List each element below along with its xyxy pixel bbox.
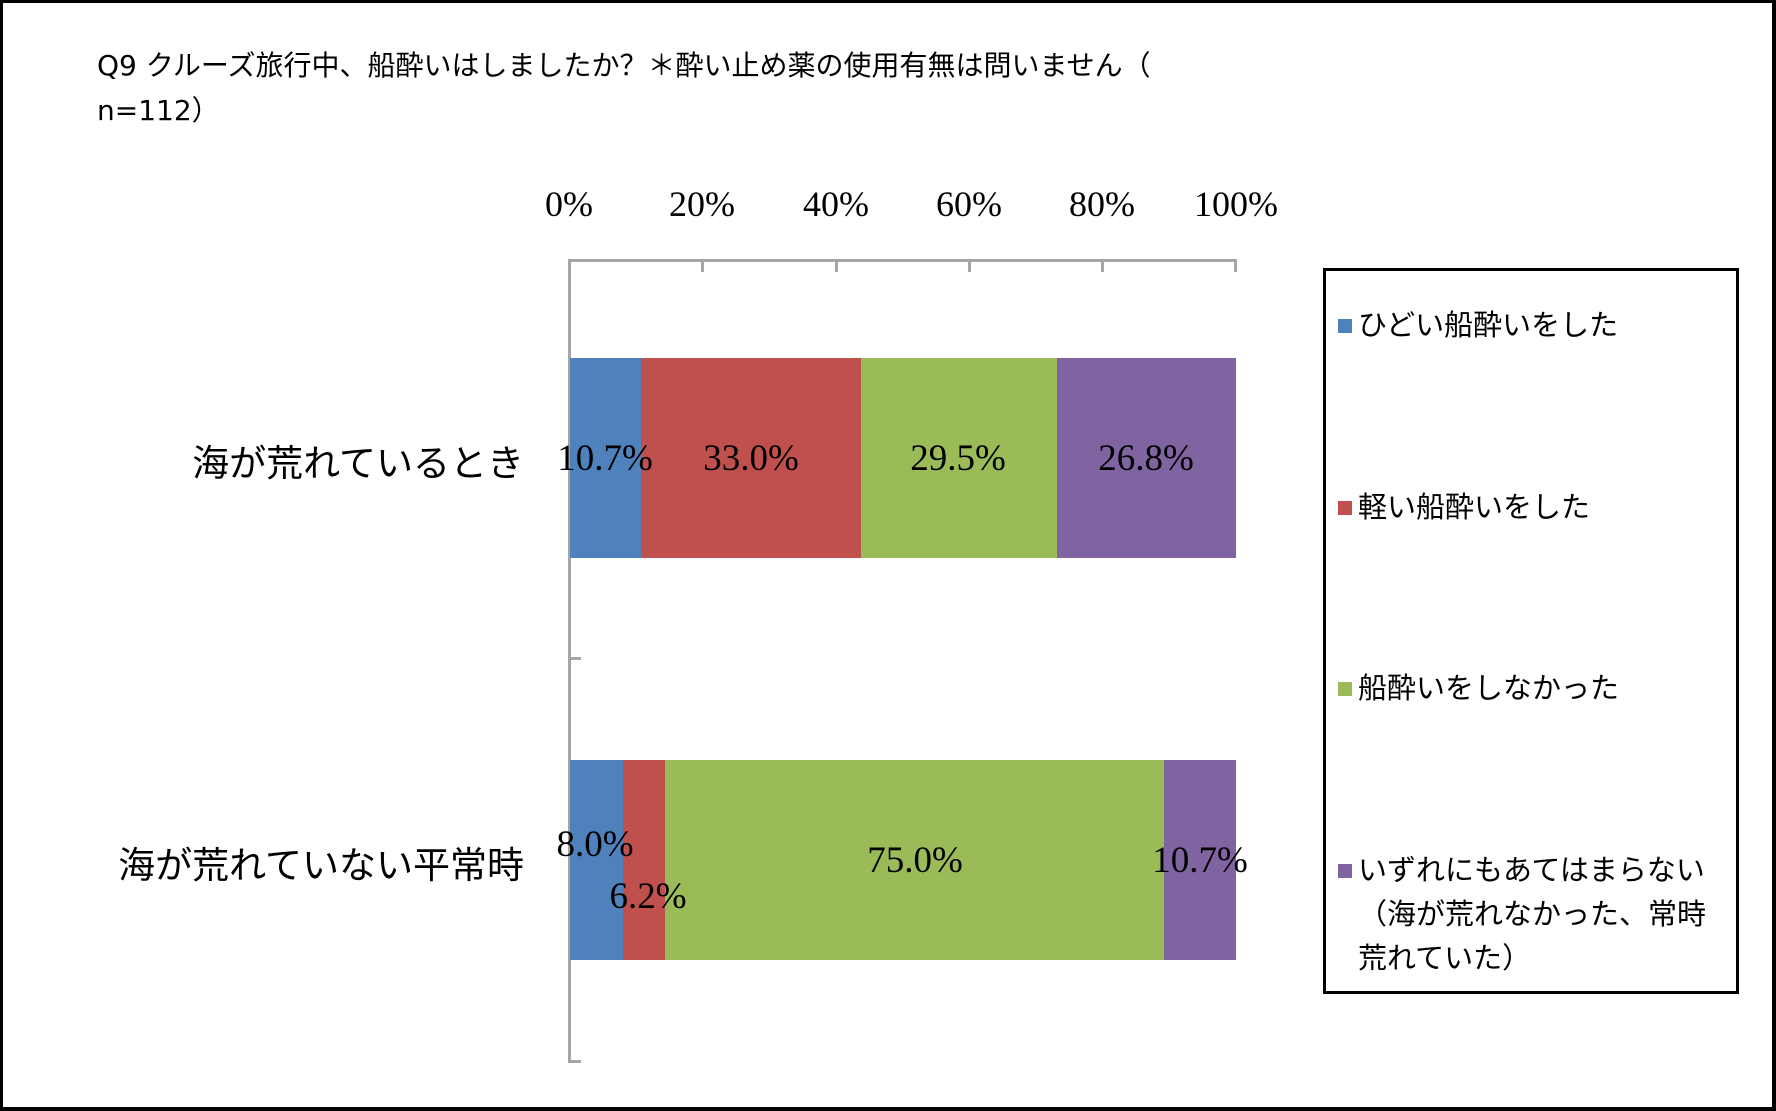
bar-calm-sea [570, 760, 1236, 960]
y-tick-mark [568, 1060, 581, 1063]
segment-mild-seasick [623, 760, 665, 960]
legend-label: 船酔いをしなかった [1358, 671, 1620, 705]
chart-title: Q9 クルーズ旅行中、船酔いはしましたか？＊酔い止め薬の使用有無は問いません（ n… [97, 43, 1497, 133]
data-label: 26.8% [1098, 438, 1194, 479]
segment-not-applicable [1164, 760, 1236, 960]
legend-item-no-seasick: 船酔いをしなかった [1338, 666, 1734, 710]
x-tick-label-80: 80% [1069, 184, 1135, 224]
segment-no-seasick [861, 358, 1058, 558]
legend-swatch-purple [1338, 864, 1352, 878]
segment-severe-seasick [570, 358, 642, 558]
chart-title-line1: Q9 クルーズ旅行中、船酔いはしましたか？＊酔い止め薬の使用有無は問いません（ [97, 49, 1151, 82]
x-axis-line [568, 259, 1236, 262]
legend: ひどい船酔いをした 軽い船酔いをした 船酔いをしなかった いずれにもあてはまらな… [1323, 268, 1739, 994]
legend-label: 軽い船酔いをした [1358, 490, 1591, 524]
segment-not-applicable [1057, 358, 1236, 558]
bar-rough-sea [570, 358, 1236, 558]
data-label: 10.7% [1152, 840, 1248, 881]
legend-label: いずれにもあてはまらない（海が荒れなかった、常時荒れていた） [1358, 853, 1707, 975]
legend-swatch-blue [1338, 319, 1352, 333]
x-tick-label-60: 60% [936, 184, 1002, 224]
x-tick-label-40: 40% [803, 184, 869, 224]
data-label: 33.0% [703, 438, 799, 479]
data-label: 8.0% [556, 824, 634, 865]
data-label: 10.7% [557, 438, 653, 479]
legend-item-mild-seasick: 軽い船酔いをした [1338, 485, 1734, 529]
segment-mild-seasick [641, 358, 862, 558]
data-label: 6.2% [609, 876, 687, 917]
legend-label: ひどい船酔いをした [1358, 308, 1619, 342]
x-tick-label-20: 20% [669, 184, 735, 224]
x-tick-mark [835, 259, 838, 272]
legend-item-not-applicable: いずれにもあてはまらない（海が荒れなかった、常時荒れていた） [1338, 848, 1734, 980]
legend-swatch-green [1338, 682, 1352, 696]
legend-swatch-red [1338, 501, 1352, 515]
x-tick-mark [1234, 259, 1237, 272]
data-label: 75.0% [867, 840, 963, 881]
segment-severe-seasick [570, 760, 624, 960]
legend-item-severe-seasick: ひどい船酔いをした [1338, 303, 1734, 347]
x-tick-label-100: 100% [1194, 184, 1278, 224]
segment-no-seasick [664, 760, 1165, 960]
category-label-rough-sea: 海が荒れているとき [192, 444, 524, 485]
category-label-calm-sea: 海が荒れていない平常時 [118, 846, 524, 887]
x-tick-label-0: 0% [545, 184, 593, 224]
x-tick-mark [1101, 259, 1104, 272]
y-tick-mark [568, 657, 581, 660]
chart-title-line2: n=112） [97, 94, 220, 127]
x-tick-mark [701, 259, 704, 272]
x-tick-mark [968, 259, 971, 272]
data-label: 29.5% [910, 438, 1006, 479]
y-axis-line [568, 259, 571, 1063]
